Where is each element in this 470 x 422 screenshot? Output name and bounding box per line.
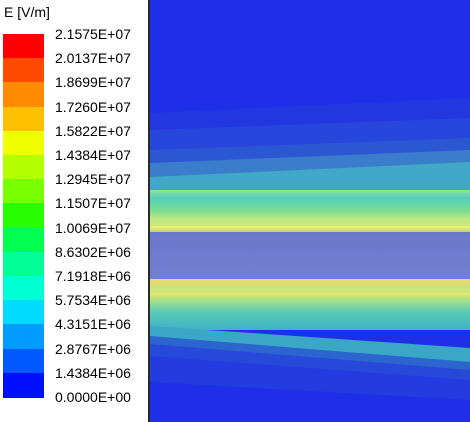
legend-tick-label: 1.1507E+07 [55, 195, 131, 212]
legend-swatch [3, 130, 44, 156]
legend-tick-label: 1.4384E+07 [55, 147, 131, 163]
legend-tick-label: 0.0000E+00 [55, 389, 131, 405]
legend-tick-label: 1.0069E+07 [55, 219, 131, 236]
legend-swatch [3, 348, 44, 374]
legend-swatch [3, 58, 44, 84]
legend-swatch [3, 106, 44, 132]
legend-tick-label: 1.8699E+07 [55, 74, 131, 91]
legend-swatch [3, 179, 44, 205]
legend-tick-label: 2.1575E+07 [55, 26, 131, 42]
legend-title: E [V/m] [4, 4, 50, 20]
lower-dark-band [150, 356, 470, 400]
legend-tick-label: 1.5822E+07 [55, 122, 131, 139]
legend-swatch [3, 203, 44, 229]
legend-tick-label: 2.8767E+06 [55, 340, 131, 357]
legend-swatch [3, 324, 44, 350]
legend-swatch [3, 227, 44, 253]
legend-tick-label: 8.6302E+06 [55, 243, 131, 260]
legend-tick-label: 2.0137E+07 [55, 50, 131, 67]
legend-swatch [3, 34, 44, 59]
legend-swatch [3, 276, 44, 301]
upper-edge-highlight [150, 226, 470, 232]
legend-tick-label: 1.7260E+07 [55, 98, 131, 115]
plot-border [148, 0, 150, 422]
legend-tick-label: 1.4384E+06 [55, 364, 131, 381]
legend-swatch [3, 372, 44, 398]
upper-field-gradient [150, 190, 470, 228]
legend-swatch [3, 251, 44, 277]
field-contour-plot [150, 0, 470, 422]
legend-tick-label: 1.2945E+07 [55, 171, 131, 188]
legend-tick-label: 7.1918E+06 [55, 268, 131, 284]
legend-tick-label: 4.3151E+06 [55, 316, 131, 333]
lower-edge-highlight [150, 279, 470, 289]
legend-swatch [3, 155, 44, 180]
lower-field-gradient [150, 286, 470, 330]
center-conductor-region [150, 232, 470, 279]
legend-tick-label: 5.7534E+06 [55, 292, 131, 309]
legend-swatch [3, 82, 44, 108]
legend-swatch [3, 300, 44, 326]
